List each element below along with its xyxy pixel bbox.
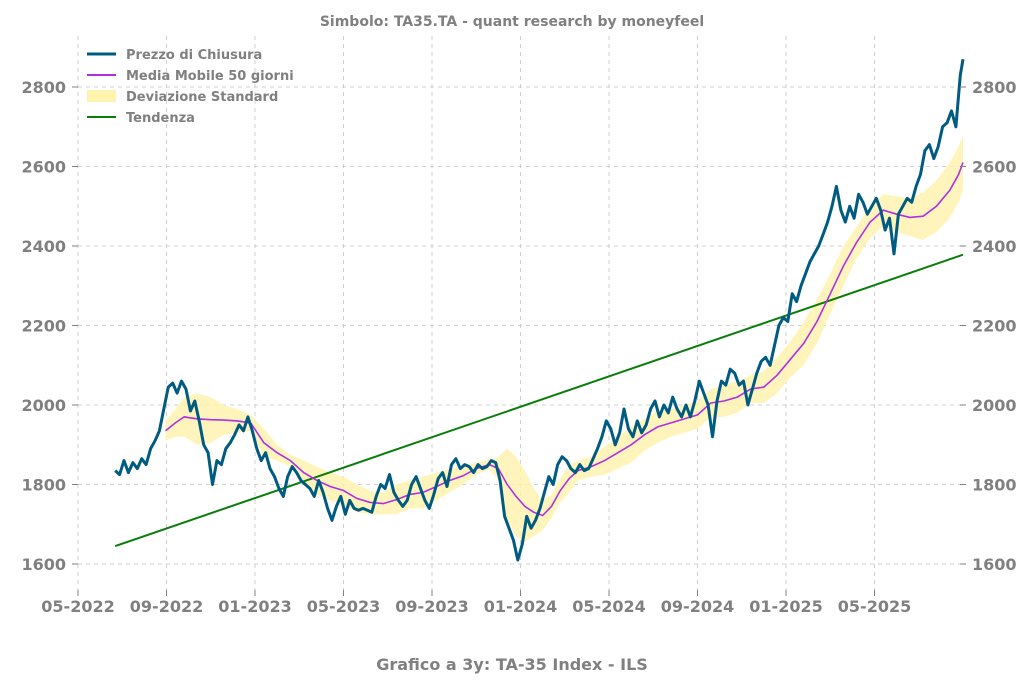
x-tick-label: 09-2022 xyxy=(130,597,203,616)
x-tick-label: 01-2023 xyxy=(218,597,291,616)
x-tick-label: 05-2025 xyxy=(838,597,911,616)
moving-average-line xyxy=(165,162,964,517)
x-tick-label: 01-2024 xyxy=(484,597,557,616)
legend-label: Prezzo di Chiusura xyxy=(126,48,262,63)
moving-average-series xyxy=(165,162,964,517)
legend-label: Tendenza xyxy=(126,111,195,126)
y-tick-label-left: 1600 xyxy=(21,555,66,574)
y-tick-label-right: 1600 xyxy=(972,555,1017,574)
y-tick-label-right: 2800 xyxy=(972,78,1017,97)
x-tick-label: 01-2025 xyxy=(749,597,822,616)
y-axis-left: 1600 1800 2000 2200 2400 2600 2800 xyxy=(21,78,78,574)
legend: Prezzo di Chiusura Media Mobile 50 giorni… xyxy=(87,48,294,126)
legend-swatch xyxy=(87,90,116,102)
y-tick-label-left: 2600 xyxy=(21,158,66,177)
y-tick-label-left: 2000 xyxy=(21,396,66,415)
std-band-area xyxy=(165,134,964,543)
chart-title: Simbolo: TA35.TA - quant research by mon… xyxy=(320,14,704,30)
price-line xyxy=(114,58,965,562)
x-tick-label: 09-2023 xyxy=(395,597,468,616)
x-tick-label: 09-2024 xyxy=(661,597,734,616)
y-tick-label-left: 2400 xyxy=(21,237,66,256)
x-tick-label: 05-2022 xyxy=(41,597,114,616)
y-tick-label-left: 2200 xyxy=(21,317,66,336)
x-tick-label: 05-2023 xyxy=(307,597,380,616)
y-tick-label-right: 2400 xyxy=(972,237,1017,256)
y-tick-label-left: 2800 xyxy=(21,78,66,97)
x-axis-label: Grafico a 3y: TA-35 Index - ILS xyxy=(376,655,648,674)
y-tick-label-right: 2600 xyxy=(972,158,1017,177)
legend-label: Deviazione Standard xyxy=(126,90,278,105)
trend-series xyxy=(114,253,964,548)
std-band xyxy=(165,134,964,543)
y-tick-label-left: 1800 xyxy=(21,476,66,495)
trend-line xyxy=(114,253,964,548)
x-axis: 05-2022 09-2022 01-2023 05-2023 09-2023 01-20… xyxy=(41,590,911,616)
y-tick-label-right: 2000 xyxy=(972,396,1017,415)
y-tick-label-right: 1800 xyxy=(972,476,1017,495)
y-axis-right: 1600 1800 2000 2200 2400 2600 2800 xyxy=(960,78,1017,574)
price-series xyxy=(114,58,965,562)
y-tick-label-right: 2200 xyxy=(972,317,1017,336)
legend-label: Media Mobile 50 giorni xyxy=(126,69,294,84)
x-tick-label: 05-2024 xyxy=(572,597,645,616)
